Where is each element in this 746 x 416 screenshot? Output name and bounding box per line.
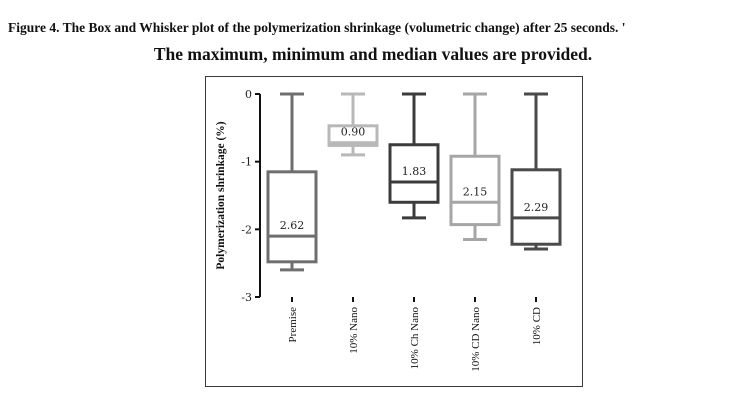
x-tick-label: 10% Nano [348,307,360,354]
y-tick-label: -1 [241,156,252,169]
box-plot-chart: 0 -1 -2 -3 Polymerization shrinkage (%) 2.62 P… [205,76,583,387]
figure-caption: Figure 4. The Box and Whisker plot of th… [8,20,626,35]
data-label: 2.29 [524,201,549,214]
box [388,143,440,204]
x-tick-label: 10% CD Nano [470,307,482,372]
y-tick-label: -2 [241,223,252,236]
x-tick-label: Premise [287,307,299,343]
box [449,154,501,227]
y-tick-label: -3 [241,291,252,304]
data-label: 2.15 [463,185,488,198]
x-tick-label: 10% Ch Nano [409,307,421,370]
data-label: 0.90 [341,126,366,139]
x-tick-label: 10% CD [531,307,543,345]
y-tick-label: 0 [245,88,252,101]
box [266,170,318,264]
figure-subcaption: The maximum, minimum and median values a… [153,44,593,64]
box-plot-svg: 0 -1 -2 -3 Polymerization shrinkage (%) 2.62 P… [215,88,562,372]
box [327,124,379,147]
y-axis-title: Polymerization shrinkage (%) [215,121,227,269]
box [510,168,562,246]
data-label: 2.62 [280,219,305,232]
data-label: 1.83 [402,165,427,178]
